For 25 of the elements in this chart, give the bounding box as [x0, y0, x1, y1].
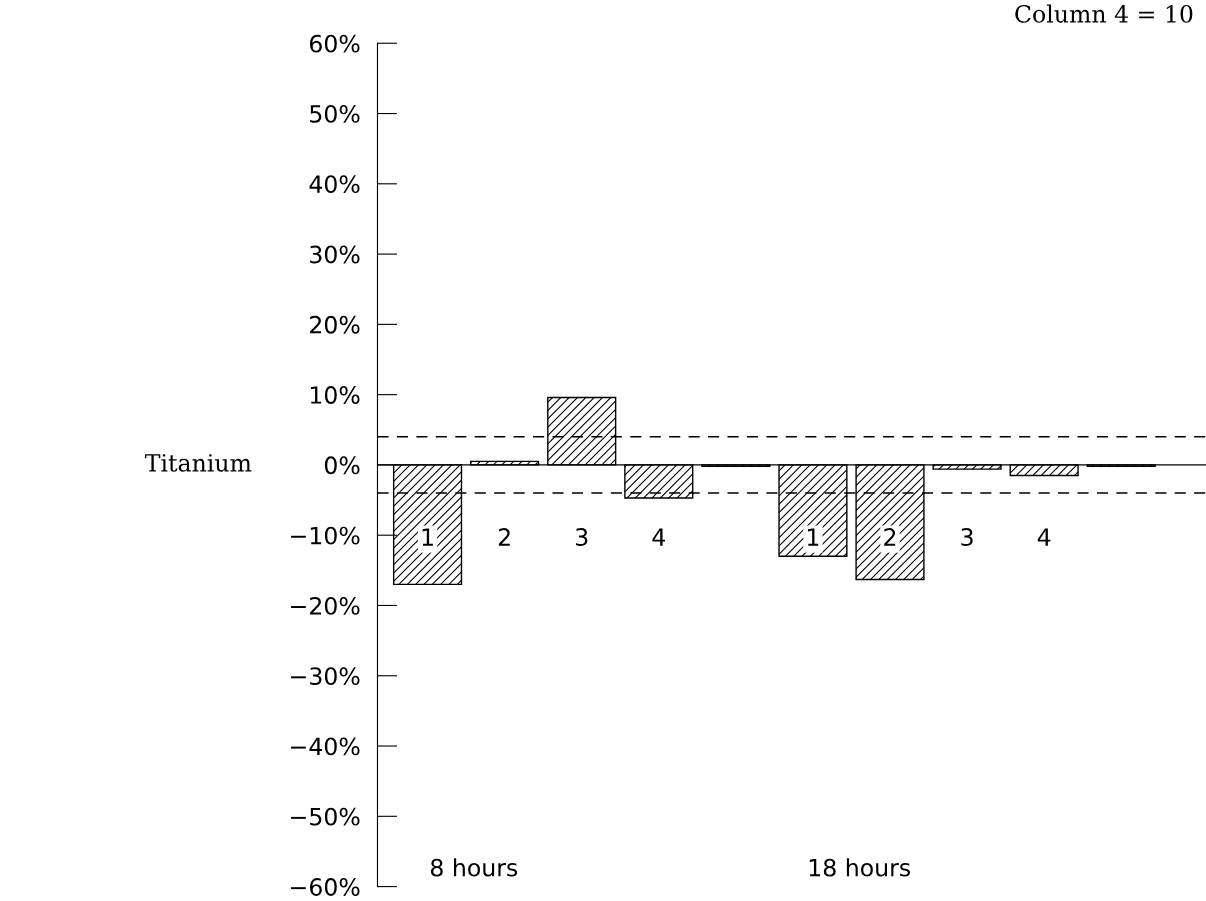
annotation: 18 hours [809, 858, 910, 877]
y-tick-label: −30% [291, 667, 360, 686]
y-tick-label: −10% [291, 526, 360, 545]
y-tick-label: −40% [291, 737, 360, 756]
y-tick-label: 60% [309, 34, 360, 53]
annotation: 8 hours [430, 858, 518, 877]
y-tick-label: 50% [310, 104, 360, 123]
x-tick-label: 2 [884, 528, 896, 546]
x-tick-label: 4 [1037, 528, 1051, 546]
y-axis-title: Titanium [144, 454, 252, 472]
y-tick-label: −50% [291, 807, 360, 826]
y-tick-label: 20% [310, 315, 360, 334]
y-tick-label: 0% [324, 456, 360, 475]
x-tick-label: 3 [961, 528, 973, 546]
x-tick-label: 4 [652, 528, 665, 546]
x-tick-label: 1 [808, 528, 819, 546]
x-tick-label: 2 [498, 528, 510, 546]
y-tick-label: 40% [309, 175, 360, 194]
x-tick-label: 1 [422, 528, 433, 546]
y-tick-label: −20% [291, 596, 360, 615]
chart-title: Column 4 = 10 [1015, 4, 1193, 23]
y-tick-label: 30% [310, 245, 360, 264]
y-tick-label: −60% [291, 878, 360, 896]
x-tick-label: 3 [576, 528, 588, 546]
y-tick-label: 10% [310, 386, 360, 404]
